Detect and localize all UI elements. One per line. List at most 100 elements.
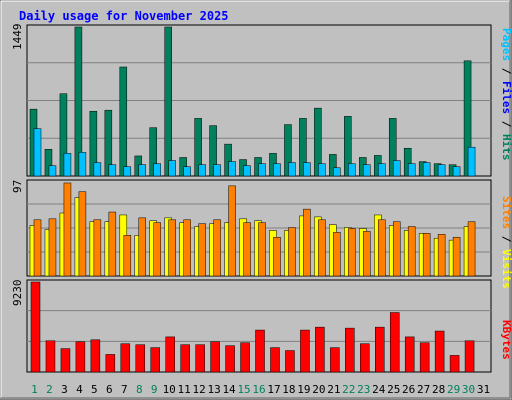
bar-sites xyxy=(183,219,191,277)
bar-hits xyxy=(119,66,128,177)
x-tick-label: 16 xyxy=(252,383,265,396)
bar-kbytes xyxy=(404,336,415,373)
x-tick-label: 17 xyxy=(267,383,280,396)
bar-kbytes xyxy=(30,281,41,373)
x-tick-label: 13 xyxy=(207,383,220,396)
bar-kbytes xyxy=(150,347,160,373)
bar-sites xyxy=(213,219,221,277)
bar-sites xyxy=(288,227,296,277)
hits-ymax-label: 1449 xyxy=(11,24,24,51)
bar-sites xyxy=(168,219,176,277)
bar-files xyxy=(363,164,371,177)
bar-files xyxy=(198,164,206,177)
bar-hits xyxy=(89,110,98,177)
x-tick-label: 23 xyxy=(357,383,370,396)
bar-sites xyxy=(48,218,57,277)
x-tick-label: 14 xyxy=(222,383,236,396)
bar-hits xyxy=(329,154,337,177)
bar-files xyxy=(33,128,42,177)
bar-sites xyxy=(228,185,236,277)
visits-legend: Sites / Visits xyxy=(500,196,512,289)
bar-files xyxy=(243,165,251,177)
x-tick-label: 22 xyxy=(342,383,355,396)
x-tick-label: 5 xyxy=(91,383,98,396)
bar-hits xyxy=(194,118,202,177)
bar-files xyxy=(437,164,446,177)
bar-kbytes xyxy=(360,343,370,373)
bar-kbytes xyxy=(315,326,325,373)
x-tick-label: 7 xyxy=(121,383,128,396)
legend-hits: Hits xyxy=(500,134,512,161)
bar-kbytes xyxy=(285,350,295,373)
x-tick-label: 4 xyxy=(76,383,83,396)
x-tick-label: 30 xyxy=(462,383,475,396)
bar-sites xyxy=(378,219,386,277)
bar-kbytes xyxy=(165,336,175,373)
bar-files xyxy=(138,164,147,177)
x-tick-label: 18 xyxy=(282,383,295,396)
hits-files-pages-panel xyxy=(26,24,492,177)
bar-files xyxy=(273,163,281,177)
bar-kbytes xyxy=(180,344,190,373)
bar-hits xyxy=(388,118,397,177)
x-tick-label: 26 xyxy=(402,383,415,396)
bar-sites xyxy=(33,219,42,277)
bar-files xyxy=(48,165,57,177)
bar-sites xyxy=(138,217,147,277)
bar-hits xyxy=(344,116,352,177)
bar-kbytes xyxy=(120,343,131,373)
svg-text:KBytes: KBytes xyxy=(500,320,512,360)
bar-sites xyxy=(318,219,326,277)
bar-kbytes xyxy=(255,329,265,373)
bar-kbytes xyxy=(60,348,71,373)
bar-files xyxy=(258,163,266,177)
bar-kbytes xyxy=(389,312,400,373)
bar-hits xyxy=(403,147,412,177)
bar-sites xyxy=(422,233,431,277)
bar-kbytes xyxy=(449,355,460,373)
bar-hits xyxy=(224,143,232,177)
legend-kbytes: KBytes xyxy=(500,320,512,360)
x-tick-label: 20 xyxy=(312,383,325,396)
bar-files xyxy=(303,162,311,177)
bar-files xyxy=(348,163,356,177)
bar-hits xyxy=(314,107,322,177)
bar-kbytes xyxy=(464,340,475,373)
x-tick-label: 8 xyxy=(136,383,143,396)
bar-sites xyxy=(273,236,281,277)
legend-sites: Sites xyxy=(500,196,512,229)
bar-sites xyxy=(407,226,416,277)
bar-files xyxy=(213,164,221,177)
bar-files xyxy=(123,166,132,177)
bar-hits xyxy=(284,124,292,177)
x-tick-label: 6 xyxy=(106,383,113,396)
bar-sites xyxy=(303,208,311,277)
bar-kbytes xyxy=(419,342,430,373)
x-tick-label: 24 xyxy=(372,383,386,396)
bar-sites xyxy=(78,191,87,277)
kbytes-ymax-label: 9230 xyxy=(11,280,24,307)
bar-hits xyxy=(299,118,307,177)
bar-hits xyxy=(149,127,157,177)
bar-sites xyxy=(258,222,266,277)
x-tick-label: 2 xyxy=(46,383,53,396)
x-axis-day-labels: 1 2 3 4 5 6 7 8 9 10 11 12 13 14 15 16 17 18 19 20 21 22 23 24 2… xyxy=(31,383,490,396)
x-tick-label: 28 xyxy=(432,383,445,396)
legend-pages: Pages xyxy=(500,28,512,61)
bar-kbytes xyxy=(300,329,310,373)
x-tick-label: 10 xyxy=(163,383,176,396)
bar-files xyxy=(452,166,461,177)
bar-sites xyxy=(198,223,206,277)
bar-sites xyxy=(452,236,461,277)
bar-hits xyxy=(44,149,53,177)
bar-hits xyxy=(209,125,217,177)
bar-sites xyxy=(108,211,117,277)
bar-sites xyxy=(392,221,401,277)
bar-kbytes xyxy=(270,347,280,373)
legend-visits: Visits xyxy=(500,249,512,289)
bar-files xyxy=(78,152,87,177)
x-tick-label: 21 xyxy=(327,383,340,396)
bar-kbytes xyxy=(225,345,235,373)
visits-ymax-label: 97 xyxy=(11,180,24,193)
